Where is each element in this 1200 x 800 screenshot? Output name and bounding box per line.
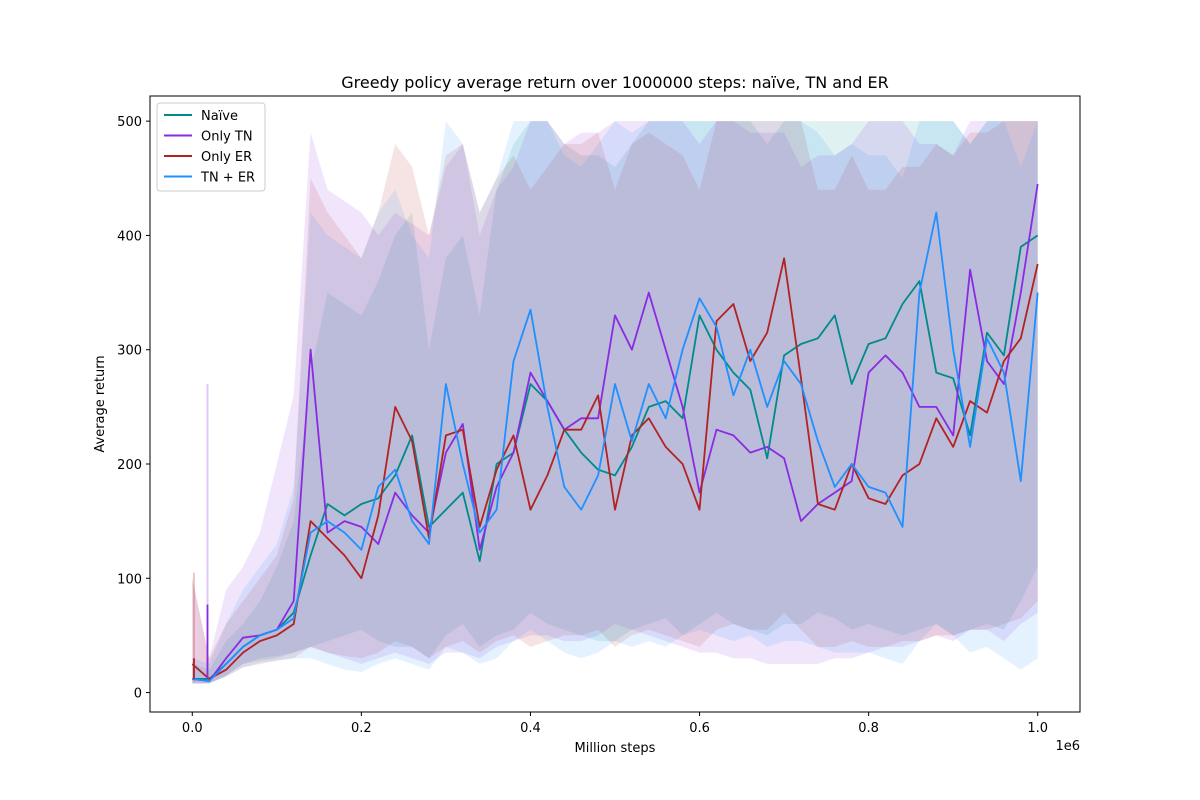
y-axis-label: Average return [93, 355, 108, 452]
legend: Naïve Only TN Only ER TN + ER [156, 102, 266, 192]
x-axis: 0.0 0.2 0.4 0.6 0.8 1.0 [182, 712, 1048, 736]
confidence-bands [192, 121, 1038, 684]
line-only-er [191, 257, 1039, 680]
y-tick-label: 500 [117, 115, 142, 130]
series-lines [191, 183, 1039, 682]
x-tick-label: 0.6 [689, 721, 710, 736]
legend-label-only-er: Only ER [201, 150, 252, 165]
band-only-tn [192, 121, 1038, 684]
y-tick-label: 0 [134, 687, 142, 702]
x-tick-label: 1.0 [1027, 721, 1048, 736]
y-tick-label: 400 [117, 229, 142, 244]
y-axis: 0 100 200 300 400 500 [117, 115, 150, 702]
legend-label-na-ve: Naïve [201, 109, 238, 124]
band-only-er [192, 121, 1038, 684]
legend-label-only-tn: Only TN [201, 130, 253, 145]
plot-frame [149, 95, 1081, 713]
y-tick-label: 100 [117, 572, 142, 587]
y-tick-label: 300 [117, 344, 142, 359]
line-na-ve [192, 234, 1039, 680]
x-axis-offset-label: 1e6 [1055, 739, 1080, 754]
line-tn-er [192, 211, 1039, 682]
y-tick-label: 200 [117, 458, 142, 473]
band-na-ve [192, 121, 1038, 684]
x-tick-label: 0.4 [520, 721, 541, 736]
legend-label-tn-er: TN + ER [200, 171, 255, 186]
band-tn-er [192, 121, 1038, 684]
chart-title: Greedy policy average return over 100000… [341, 73, 888, 92]
x-tick-label: 0.0 [182, 721, 203, 736]
line-only-tn [192, 183, 1039, 682]
legend-frame [156, 102, 266, 192]
x-axis-label: Million steps [575, 741, 656, 756]
x-tick-label: 0.2 [351, 721, 372, 736]
x-tick-label: 0.8 [858, 721, 879, 736]
